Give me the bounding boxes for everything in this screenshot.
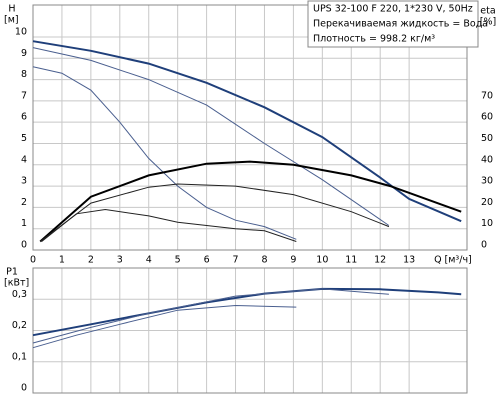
info-text: Плотность = 998.2 кг/м³: [313, 34, 435, 45]
x-tick-label: 9: [290, 255, 296, 266]
efficiency-curve: [39, 183, 390, 242]
y2-tick-label: 0: [481, 240, 487, 251]
y2-tick-label: 10: [481, 218, 493, 229]
x-tick-label: 0: [30, 255, 36, 266]
y-axis-label: [м]: [4, 15, 19, 26]
info-text: Перекачиваемая жидкость = Вода: [313, 19, 488, 30]
x-tick-label: 5: [175, 255, 181, 266]
y-tick-label: 5: [21, 133, 27, 144]
efficiency-curve: [39, 160, 462, 243]
y-tick-label: 3: [21, 176, 27, 187]
y-tick-label: 0: [21, 240, 27, 251]
y-tick-label: 0,3: [12, 289, 27, 300]
x-axis-label: Q [м³/ч]: [434, 255, 472, 266]
y2-tick-label: 20: [481, 197, 493, 208]
x-tick-label: 8: [261, 255, 267, 266]
y2-axis-label: [%]: [480, 17, 496, 28]
curve: [32, 287, 462, 337]
y-tick-label: 0: [21, 383, 27, 394]
curve: [32, 288, 389, 344]
y2-tick-label: 50: [481, 133, 493, 144]
y-tick-label: 1: [21, 218, 27, 229]
y-tick-label: 2: [21, 197, 27, 208]
x-tick-label: 13: [403, 255, 415, 266]
y-tick-label: 6: [21, 112, 27, 123]
y-tick-label: 10: [15, 26, 27, 37]
y2-tick-label: 60: [481, 112, 493, 123]
x-tick-label: 3: [117, 255, 123, 266]
info-text: UPS 32-100 F 220, 1*230 V, 50Hz: [313, 4, 473, 15]
y-axis-label: P1: [6, 267, 18, 278]
y-axis-label: H: [8, 4, 15, 15]
y2-tick-label: 40: [481, 154, 493, 165]
plot-frame: [32, 4, 468, 251]
y-tick-label: 8: [21, 69, 27, 80]
y2-tick-label: 70: [481, 90, 493, 101]
y-tick-label: 0,2: [12, 320, 27, 331]
x-tick-label: 4: [146, 255, 152, 266]
curve: [32, 40, 462, 223]
y2-tick-label: 30: [481, 176, 493, 187]
x-tick-label: 10: [316, 255, 328, 266]
y-axis-label: [кВт]: [4, 278, 29, 289]
curve: [32, 47, 390, 226]
x-tick-label: 1: [59, 255, 65, 266]
y-tick-label: 0,1: [12, 351, 27, 362]
y-tick-label: 7: [21, 90, 27, 101]
y2-axis-label: eta: [480, 6, 495, 17]
x-tick-label: 12: [374, 255, 386, 266]
y-tick-label: 9: [21, 48, 27, 59]
info-box: [307, 0, 479, 48]
x-tick-label: 11: [345, 255, 357, 266]
x-tick-label: 6: [204, 255, 210, 266]
plot-frame: [32, 267, 468, 394]
x-tick-label: 7: [233, 255, 239, 266]
x-tick-label: 2: [88, 255, 94, 266]
efficiency-curve: [41, 208, 297, 242]
y-tick-label: 4: [21, 154, 27, 165]
curve: [32, 304, 297, 349]
